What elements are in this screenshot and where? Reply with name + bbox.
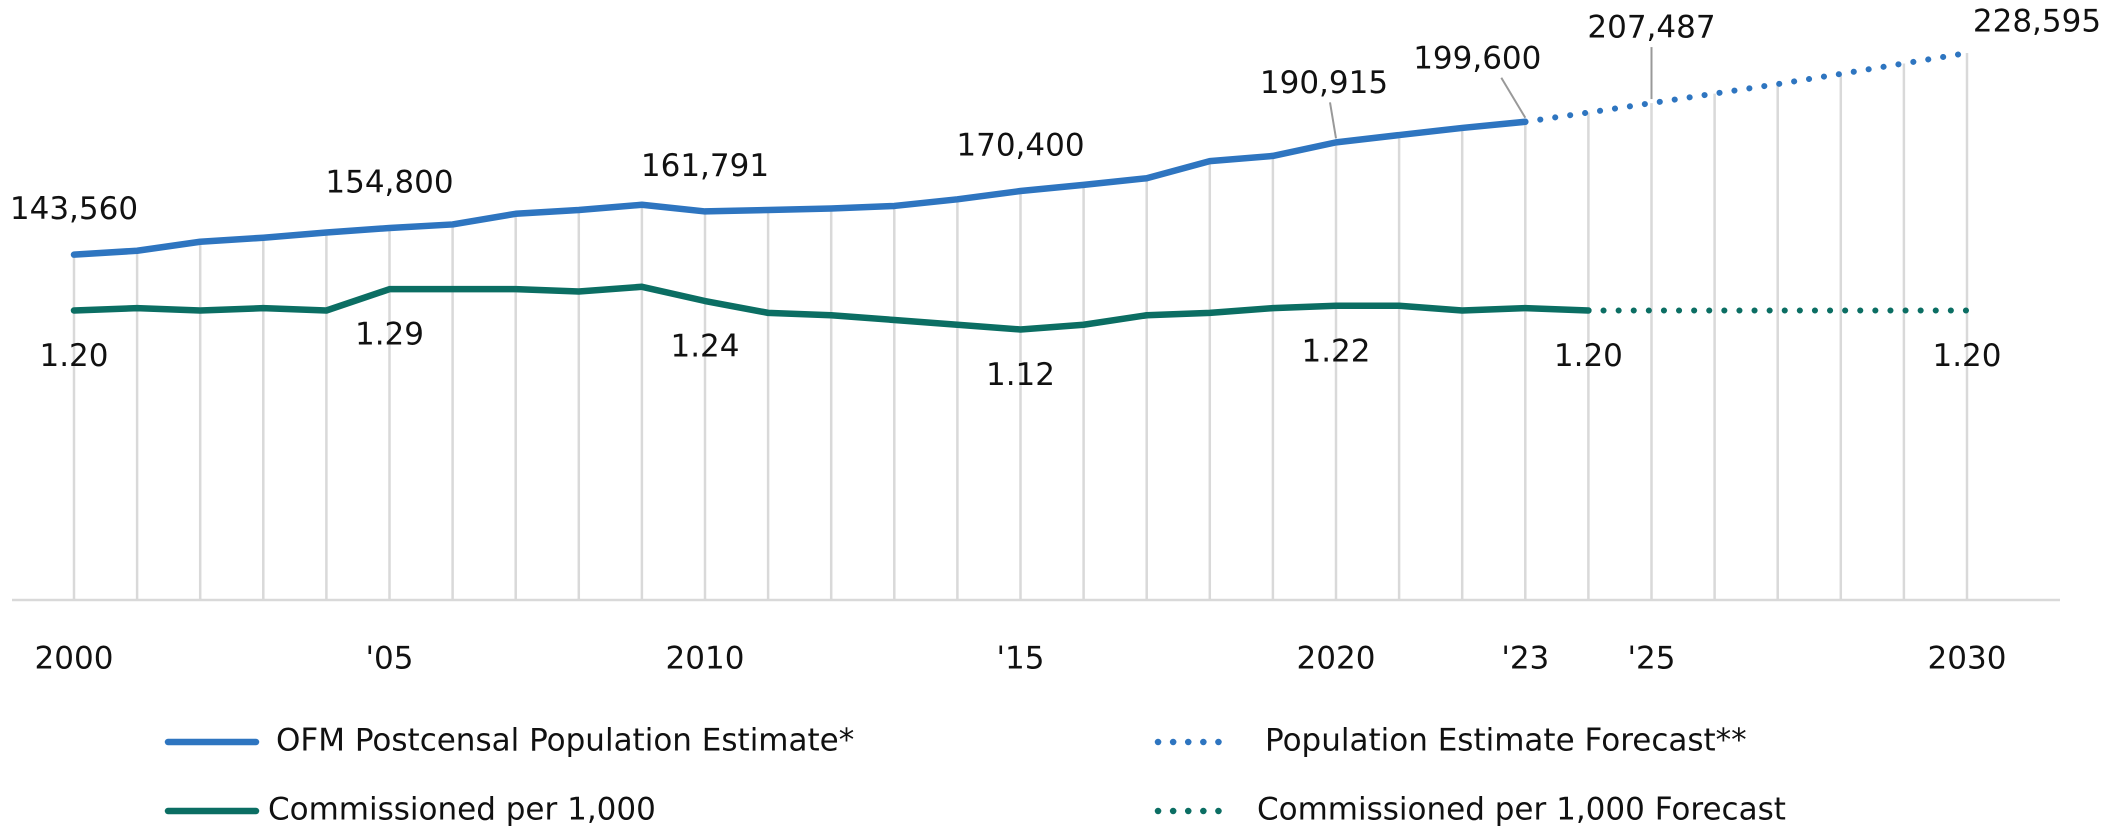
data-label: 161,791 (641, 148, 769, 184)
x-tick-label: 2030 (1928, 641, 2007, 677)
x-tick-label: '25 (1628, 641, 1676, 677)
data-label: 1.20 (1554, 338, 1623, 374)
data-label: 1.20 (1932, 338, 2001, 374)
leader-line (1500, 77, 1527, 119)
series-line (70, 118, 1529, 258)
x-tick-label: '23 (1501, 641, 1549, 677)
x-tick-label: '05 (366, 641, 414, 677)
series-line (1522, 50, 1970, 125)
data-label: 199,600 (1413, 40, 1541, 76)
data-label: 170,400 (956, 128, 1084, 164)
x-tick-label: 2000 (35, 641, 114, 677)
data-label: 1.20 (39, 338, 108, 374)
x-tick-label: 2010 (666, 641, 745, 677)
data-label: 1.24 (670, 329, 739, 365)
data-label: 1.12 (986, 357, 1055, 393)
x-tick-label: 2020 (1297, 641, 1376, 677)
series-line (70, 283, 1592, 333)
data-label: 154,800 (325, 164, 453, 200)
leader-line (1329, 102, 1337, 139)
legend-label: Commissioned per 1,000 (268, 792, 656, 828)
data-label: 207,487 (1587, 10, 1715, 46)
data-label: 228,595 (1973, 4, 2101, 40)
data-label: 143,560 (10, 191, 138, 227)
legend-label: Commissioned per 1,000 Forecast (1257, 792, 1786, 828)
data-label: 1.29 (355, 317, 424, 353)
legend-label: OFM Postcensal Population Estimate* (276, 723, 854, 759)
data-label: 190,915 (1260, 65, 1388, 101)
data-label: 1.22 (1301, 333, 1370, 369)
legend-label: Population Estimate Forecast** (1265, 723, 1747, 759)
x-tick-label: '15 (997, 641, 1045, 677)
